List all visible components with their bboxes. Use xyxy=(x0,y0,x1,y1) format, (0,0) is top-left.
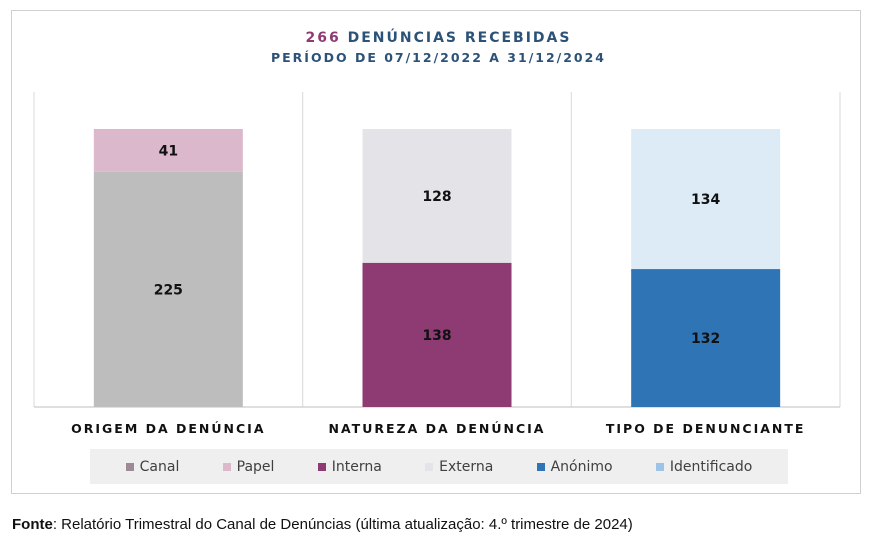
chart-subtitle: PERÍODO DE 07/12/2022 A 31/12/2024 xyxy=(270,50,607,65)
category-label: NATUREZA DA DENÚNCIA xyxy=(329,421,546,436)
bar-segment-anónimo xyxy=(631,269,781,407)
data-label: 128 xyxy=(422,189,451,205)
legend-swatch xyxy=(425,462,434,471)
legend-swatch xyxy=(317,462,326,471)
legend-item: Papel xyxy=(222,458,275,475)
legend-label: Externa xyxy=(439,458,494,475)
category-label: TIPO DE DENUNCIANTE xyxy=(606,421,806,436)
legend-item: Interna xyxy=(317,458,382,475)
data-label: 138 xyxy=(422,328,451,344)
stacked-bar-chart: 225 41 ORIGEM DA DENÚNCIA 138 128 NATUREZA DA… xyxy=(33,92,841,436)
data-label: 132 xyxy=(691,331,720,347)
legend-item: Anónimo xyxy=(536,458,613,475)
data-label: 134 xyxy=(691,192,720,208)
source-label: Fonte xyxy=(12,516,53,533)
chart-title: 266 DENÚNCIAS RECEBIDAS xyxy=(0,30,877,46)
legend-swatch xyxy=(536,462,545,471)
bar-segment-papel xyxy=(93,129,243,172)
data-label: 41 xyxy=(159,143,178,159)
bar-segment-identificado xyxy=(631,129,781,270)
legend-label: Canal xyxy=(139,458,180,475)
legend-label: Anónimo xyxy=(550,458,613,475)
legend: Canal Papel Interna Externa Anónimo Identific… xyxy=(90,449,788,484)
data-label: 225 xyxy=(154,282,183,298)
legend-item: Identificado xyxy=(655,458,753,475)
legend-item: Canal xyxy=(125,458,180,475)
legend-label: Identificado xyxy=(669,458,753,475)
title-text: DENÚNCIAS RECEBIDAS xyxy=(347,30,572,46)
legend-label: Papel xyxy=(236,458,275,475)
source-note: Fonte: Relatório Trimestral do Canal de … xyxy=(12,516,633,533)
bar-segment-externa xyxy=(362,129,512,263)
bar-segment-interna xyxy=(362,262,512,407)
bar-segment-canal xyxy=(93,171,243,407)
title-number: 266 xyxy=(305,30,341,46)
legend-item: Externa xyxy=(425,459,493,475)
legend-label: Interna xyxy=(331,458,382,475)
source-text: : Relatório Trimestral do Canal de Denún… xyxy=(52,516,633,533)
category-label: ORIGEM DA DENÚNCIA xyxy=(71,421,265,436)
legend-swatch xyxy=(222,462,231,471)
legend-swatch xyxy=(655,462,664,471)
legend-swatch xyxy=(125,462,134,471)
